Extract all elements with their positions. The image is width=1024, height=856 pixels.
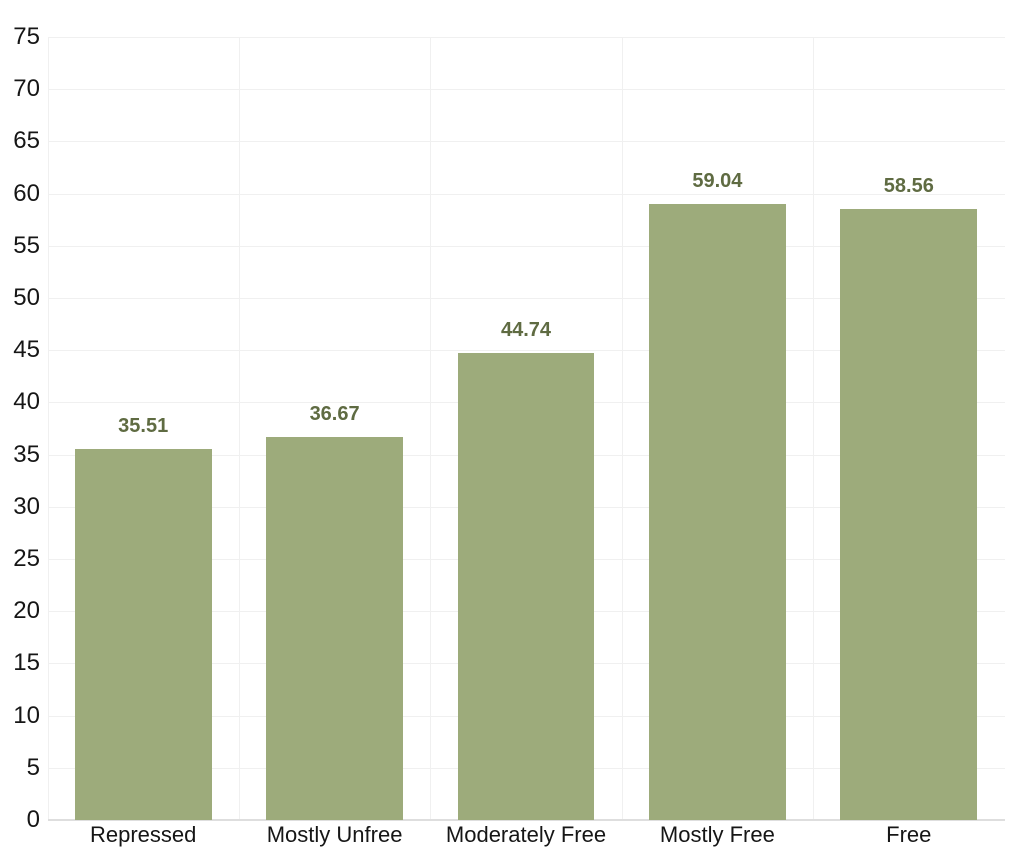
bar-value-label: 36.67 [309,403,360,426]
y-axis-tick-label: 20 [13,597,40,625]
x-axis-category-label: Moderately Free [445,822,607,847]
horizontal-gridline [47,141,1005,143]
bar-free[interactable] [840,208,978,820]
horizontal-gridline [47,89,1005,91]
y-axis-tick-label: 15 [13,649,40,677]
y-axis-tick-label: 60 [13,179,40,207]
x-axis-category-label: Repressed [90,822,197,847]
bar-value-label: 59.04 [692,169,743,192]
y-axis-tick-label: 75 [13,23,40,50]
y-axis-tick-label: 50 [13,284,40,311]
y-axis-tick-label: 70 [13,75,40,103]
horizontal-gridline [47,350,1005,352]
y-axis-tick-label: 40 [13,388,40,416]
vertical-gridline [430,37,432,820]
horizontal-gridline [47,37,1005,38]
horizontal-gridline [47,245,1005,247]
y-axis-tick-label: 0 [26,806,40,833]
y-axis-tick-label: 10 [13,701,40,729]
bar-repressed[interactable] [74,449,212,820]
y-axis-tick-label: 55 [13,231,40,259]
bar-moderately-free[interactable] [457,352,595,820]
y-axis-tick-label: 35 [13,440,40,468]
vertical-gridline [813,37,815,820]
x-axis-baseline [47,819,1005,821]
bar-mostly-unfree[interactable] [266,437,404,820]
y-axis-tick-label: 65 [13,127,40,155]
vertical-gridline [621,37,623,820]
y-axis-tick-label: 45 [13,336,40,364]
bar-value-label: 35.51 [118,415,169,438]
vertical-gridline [238,37,240,820]
x-axis-category-label: Mostly Unfree [266,822,403,847]
y-axis-tick-label: 25 [13,545,40,572]
horizontal-gridline [47,298,1005,299]
vertical-gridline [47,37,49,820]
bar-value-label: 58.56 [883,174,934,197]
y-axis-tick-label: 5 [26,753,40,781]
y-axis-tick-label: 30 [13,492,40,520]
x-axis-category-label: Free [886,822,932,847]
bar-mostly-free[interactable] [648,203,786,820]
bar-value-label: 44.74 [500,318,552,341]
horizontal-gridline [47,193,1005,195]
x-axis-category-label: Mostly Free [659,822,775,847]
